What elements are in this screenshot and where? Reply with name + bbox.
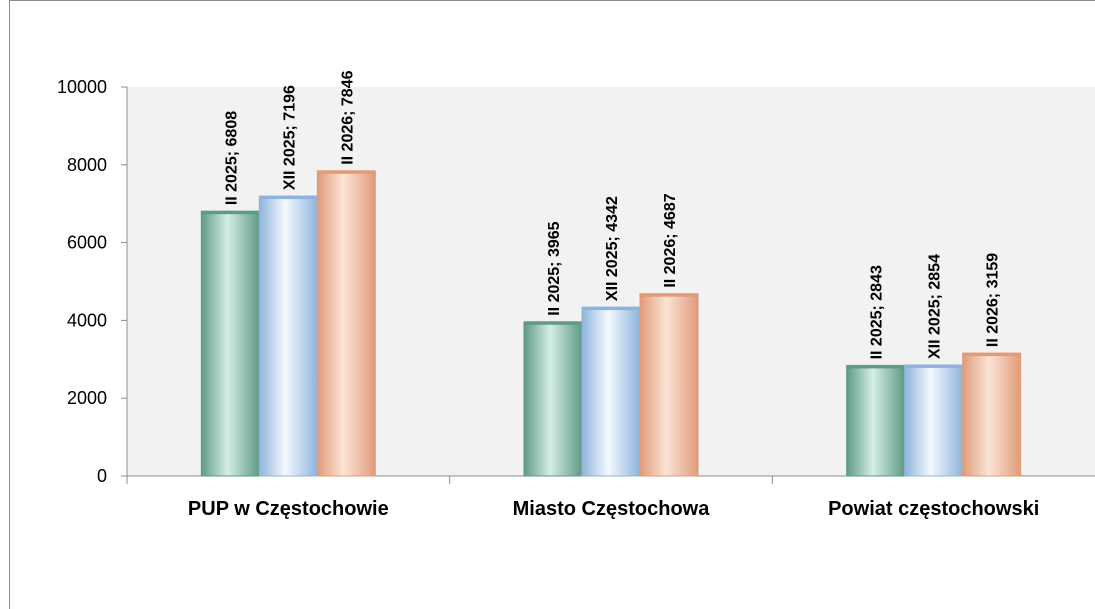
y-tick-label: 4000 — [67, 310, 107, 330]
x-axis: PUP w Częstochowie Miasto Częstochowa Powi… — [126, 475, 1095, 520]
data-label: II 2025; 3965 — [546, 221, 563, 315]
bar-top — [524, 321, 582, 325]
data-label: XII 2025; 4342 — [604, 196, 621, 301]
y-tick-label: 0 — [97, 466, 107, 486]
bar — [258, 195, 318, 477]
y-tick-label: 2000 — [67, 388, 107, 408]
bar — [200, 210, 260, 477]
y-tick-label: 10000 — [57, 77, 107, 97]
data-label: II 2025; 6808 — [223, 111, 240, 205]
data-labels: II 2025; 6808 XII 2025; 7196 II 2026; 7846… — [223, 70, 1001, 359]
bar — [846, 364, 906, 477]
bar — [962, 352, 1022, 477]
bar — [904, 364, 964, 477]
bar-top — [317, 170, 376, 174]
bar-top — [904, 364, 963, 368]
bar — [581, 306, 641, 477]
y-tick-label: 8000 — [67, 155, 107, 175]
x-category-label: Miasto Częstochowa — [513, 498, 711, 520]
bar — [639, 293, 699, 477]
bar-top — [962, 353, 1021, 357]
bar-top — [201, 211, 260, 215]
data-label: II 2026; 3159 — [985, 253, 1002, 347]
y-axis: 0 2000 4000 6000 8000 10000 — [57, 77, 128, 486]
bar — [316, 170, 376, 477]
x-category-label: PUP w Częstochowie — [188, 498, 389, 520]
x-category-label: Powiat częstochowski — [828, 498, 1039, 520]
bar-top — [640, 293, 698, 297]
bar-top — [846, 365, 905, 369]
bar-top — [582, 307, 640, 311]
bars — [200, 170, 1022, 477]
y-tick-label: 6000 — [67, 233, 107, 253]
data-label: II 2026; 7846 — [339, 70, 356, 164]
bar — [523, 321, 583, 477]
data-label: XII 2025; 7196 — [281, 85, 298, 190]
bar-top — [259, 196, 318, 200]
data-label: II 2025; 2843 — [869, 265, 886, 359]
data-label: XII 2025; 2854 — [927, 254, 944, 359]
data-label: II 2026; 4687 — [662, 193, 679, 287]
